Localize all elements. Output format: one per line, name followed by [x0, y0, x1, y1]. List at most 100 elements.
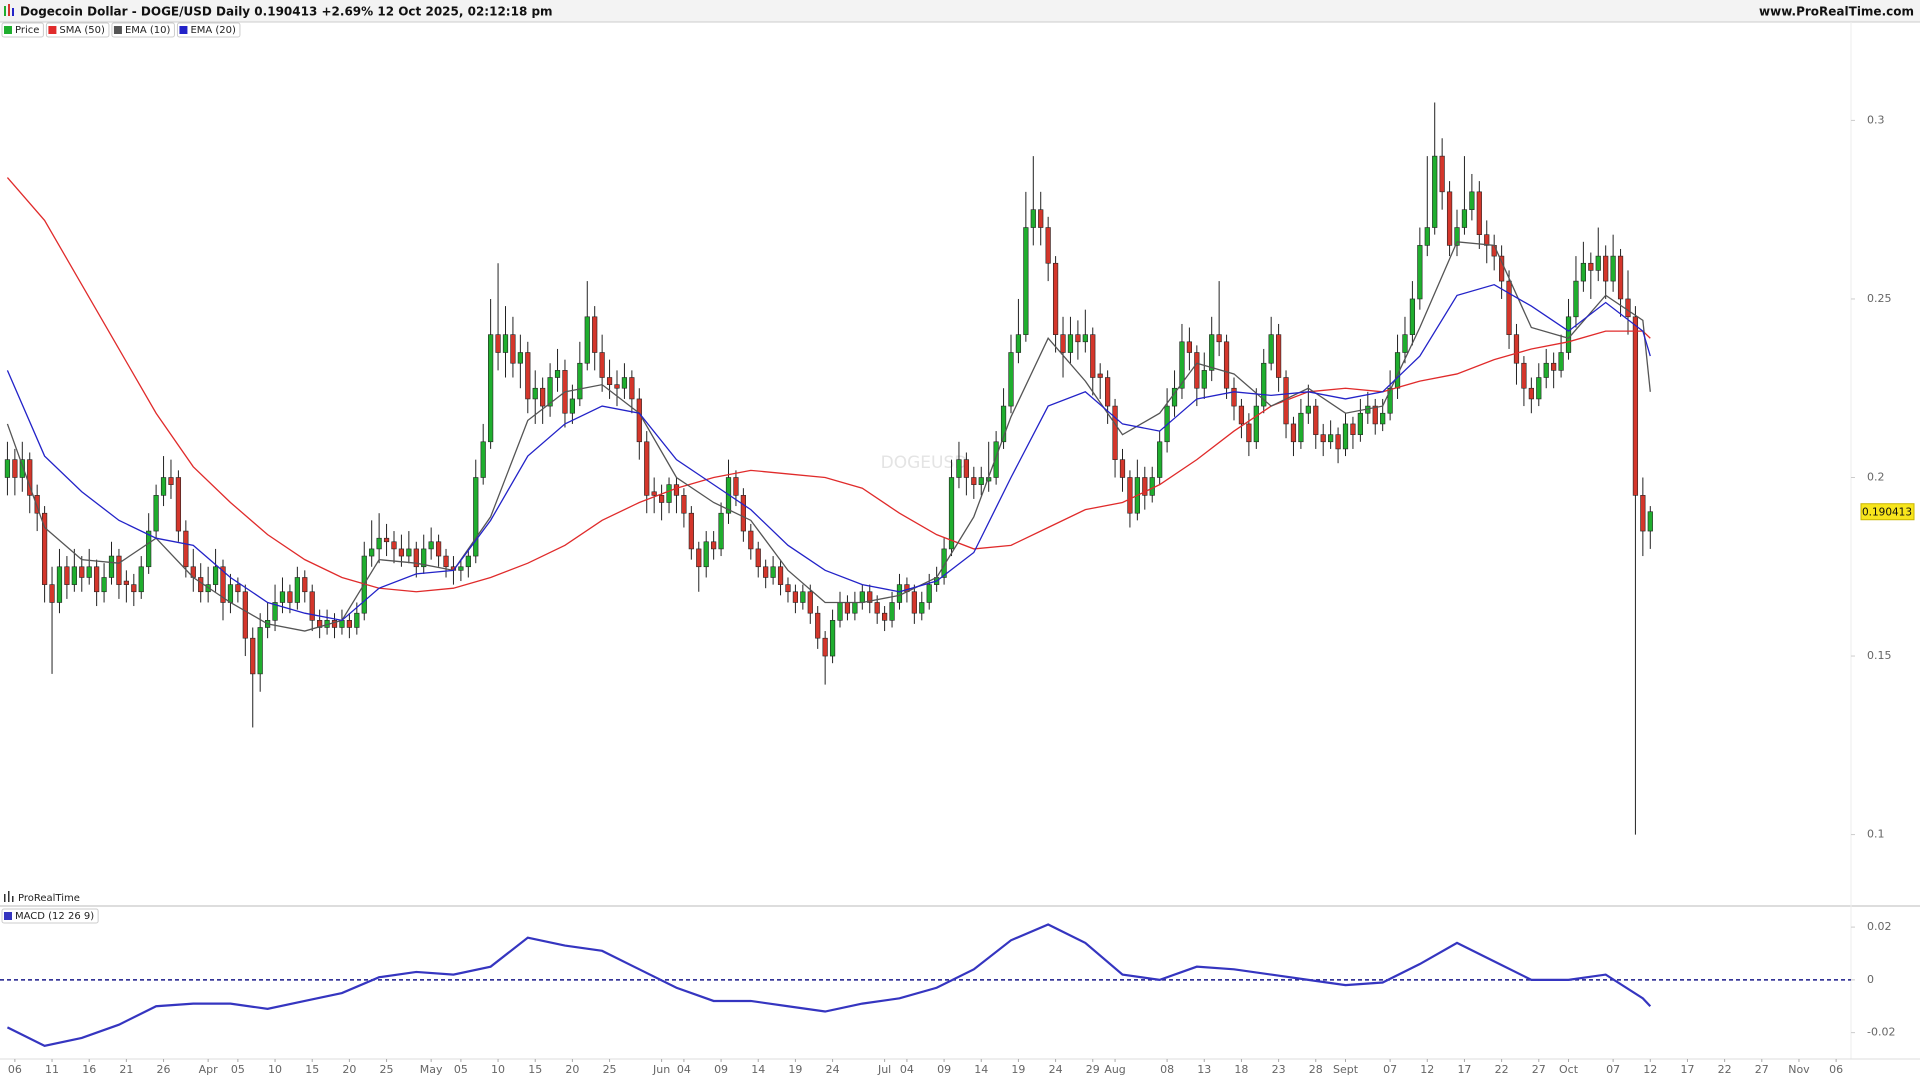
candle-body	[859, 591, 865, 603]
candle-body	[131, 584, 137, 593]
candle-body	[1015, 334, 1022, 353]
candle-body	[688, 512, 694, 550]
candle-body	[554, 370, 561, 378]
candle-body	[1238, 405, 1245, 425]
legend-swatch	[179, 26, 188, 34]
candle-body	[12, 459, 18, 478]
candle-body	[517, 352, 523, 364]
candle-body	[1476, 191, 1482, 235]
x-tick-label: 17	[1457, 1063, 1471, 1076]
y-tick-label: 0.25	[1867, 292, 1892, 305]
legend-box	[176, 22, 241, 38]
candle-body	[79, 566, 85, 578]
candle-body	[1640, 495, 1646, 532]
candle-body	[569, 398, 576, 414]
candle-body	[146, 530, 152, 568]
candle-body	[391, 541, 397, 550]
candle-body	[956, 459, 962, 478]
candle-body	[829, 620, 836, 657]
y2-tick-label: 0	[1867, 973, 1874, 986]
candle-body	[658, 495, 665, 503]
candle-body	[49, 584, 55, 603]
x-tick-label: 04	[677, 1063, 691, 1076]
candle-body	[1067, 334, 1074, 353]
y-tick-label: 0.15	[1867, 649, 1892, 662]
candle-body	[235, 584, 241, 593]
candle-body	[94, 566, 100, 593]
header-bar	[0, 0, 1920, 22]
candle-body	[1357, 412, 1363, 435]
candle-body	[480, 441, 486, 478]
candle-body	[599, 352, 605, 378]
source-link[interactable]: www.ProRealTime.com	[1759, 5, 1914, 19]
y-tick-label: 0.2	[1867, 470, 1885, 483]
candle-body	[1380, 412, 1386, 425]
candle-body	[770, 566, 776, 578]
candle-body	[1127, 477, 1133, 514]
x-tick-label: 24	[1049, 1063, 1063, 1076]
candle-body	[1060, 334, 1066, 353]
x-tick-label: 26	[157, 1063, 171, 1076]
indicator-line	[6, 923, 1652, 1047]
candle-body	[1446, 191, 1453, 246]
candle-body	[1454, 227, 1460, 246]
candle-body	[1461, 209, 1468, 228]
candle-body	[696, 548, 702, 568]
candle-body	[978, 477, 984, 485]
legend-label: EMA (20)	[190, 25, 236, 36]
x-tick-label: 21	[119, 1063, 133, 1076]
chart-title: Dogecoin Dollar - DOGE/USD Daily 0.19041…	[20, 5, 553, 19]
candle-body	[800, 591, 806, 603]
candle-body	[123, 580, 129, 585]
candle-body	[777, 566, 784, 585]
candle-body	[1439, 155, 1445, 193]
candle-body	[1313, 405, 1319, 435]
candle-body	[621, 377, 628, 389]
candle-body	[1632, 316, 1639, 496]
candle-body	[383, 537, 390, 543]
candle-body	[1090, 334, 1096, 378]
candle-body	[926, 584, 932, 603]
x-tick-label: 22	[1495, 1063, 1509, 1076]
candle-body	[1372, 405, 1378, 425]
x-tick-label: Oct	[1559, 1063, 1579, 1076]
candle-body	[606, 377, 613, 385]
x-tick-label: 08	[1160, 1063, 1174, 1076]
candle-body	[435, 541, 442, 557]
candle-body	[346, 620, 352, 628]
candle-body	[681, 495, 687, 514]
candle-body	[1157, 441, 1163, 478]
candle-body	[815, 612, 821, 639]
candle-body	[1342, 423, 1349, 450]
candle-body	[168, 477, 174, 485]
candle-body	[1328, 434, 1334, 443]
candle-body	[317, 620, 323, 628]
candle-body	[941, 548, 947, 578]
candle-body	[1528, 387, 1534, 400]
x-tick-label: 12	[1643, 1063, 1657, 1076]
candle-body	[666, 484, 672, 503]
candle-body	[56, 566, 63, 603]
candle-body	[220, 566, 226, 603]
candle-body	[421, 548, 427, 568]
candle-body	[577, 362, 583, 400]
candle-body	[354, 612, 360, 628]
candle-body	[153, 495, 159, 532]
candle-body	[592, 316, 598, 353]
candle-body	[1580, 262, 1586, 282]
candle-body	[1499, 255, 1505, 282]
candle-body	[376, 537, 382, 550]
candle-body	[250, 637, 256, 675]
candle-body	[1417, 245, 1423, 300]
legend-label: SMA (50)	[59, 25, 105, 36]
candle-body	[302, 577, 308, 593]
candle-body	[1335, 434, 1341, 450]
x-tick-label: 09	[714, 1063, 728, 1076]
x-tick-label: 28	[1309, 1063, 1323, 1076]
candle-body	[1513, 334, 1520, 364]
candle-body	[242, 591, 248, 639]
indicator-line	[6, 177, 1651, 593]
x-tick-label: 25	[380, 1063, 394, 1076]
candle-body	[540, 387, 546, 407]
